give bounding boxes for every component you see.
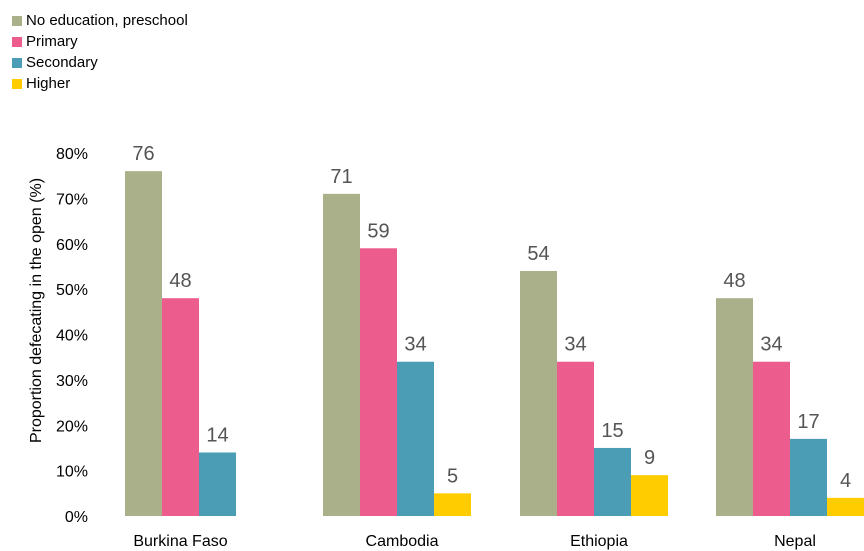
- legend-swatch-higher: [12, 78, 22, 89]
- y-tick-label: 30%: [56, 373, 88, 390]
- legend-label-higher: Higher: [26, 75, 71, 92]
- legend-label-primary: Primary: [26, 33, 78, 50]
- y-tick-label: 40%: [56, 328, 88, 345]
- bar-cambodia-no-education-preschool: [323, 193, 360, 516]
- data-label: 71: [330, 166, 352, 188]
- bar-burkina-faso-no-education-preschool: [125, 171, 162, 516]
- data-label: 48: [169, 270, 191, 292]
- y-tick-label: 10%: [56, 464, 88, 481]
- data-label: 34: [404, 334, 426, 356]
- legend: No education, preschool Primary Secondar…: [12, 10, 188, 94]
- y-tick-label: 20%: [56, 418, 88, 435]
- data-label: 14: [206, 424, 228, 446]
- legend-item-higher: Higher: [12, 73, 188, 94]
- legend-swatch-no-education: [12, 15, 22, 26]
- legend-item-secondary: Secondary: [12, 52, 188, 73]
- bar-nepal-higher: [827, 497, 864, 516]
- data-label: 76: [132, 143, 154, 165]
- legend-label-secondary: Secondary: [26, 54, 98, 71]
- bar-cambodia-primary: [360, 248, 397, 516]
- bar-ethiopia-primary: [557, 361, 594, 516]
- bar-ethiopia-no-education-preschool: [520, 270, 557, 516]
- legend-item-primary: Primary: [12, 31, 188, 52]
- data-label: 54: [527, 243, 549, 265]
- bar-ethiopia-secondary: [594, 447, 631, 516]
- bar-nepal-primary: [753, 361, 790, 516]
- bar-cambodia-secondary: [397, 361, 434, 516]
- data-label: 9: [644, 447, 655, 469]
- data-label: 48: [723, 270, 745, 292]
- legend-item-no-education: No education, preschool: [12, 10, 188, 31]
- bar-burkina-faso-secondary: [199, 452, 236, 516]
- legend-label-no-education: No education, preschool: [26, 12, 188, 29]
- bar-burkina-faso-primary: [162, 298, 199, 516]
- legend-swatch-secondary: [12, 57, 22, 68]
- data-label: 15: [601, 420, 623, 442]
- data-label: 17: [797, 411, 819, 433]
- bar-ethiopia-higher: [631, 475, 668, 516]
- bar-cambodia-higher: [434, 493, 471, 516]
- x-tick-label: Nepal: [774, 533, 816, 550]
- y-tick-label: 0%: [65, 509, 88, 526]
- y-axis-title: Proportion defecating in the open (%): [28, 178, 45, 443]
- data-label: 34: [760, 334, 782, 356]
- data-label: 34: [564, 334, 586, 356]
- data-label: 4: [840, 470, 851, 492]
- bar-nepal-no-education-preschool: [716, 298, 753, 516]
- x-tick-label: Cambodia: [366, 533, 439, 550]
- bar-nepal-secondary: [790, 438, 827, 516]
- data-label: 5: [447, 465, 458, 487]
- legend-swatch-primary: [12, 36, 22, 47]
- y-tick-label: 50%: [56, 282, 88, 299]
- x-tick-label: Ethiopia: [570, 533, 628, 550]
- y-tick-label: 60%: [56, 237, 88, 254]
- y-tick-label: 80%: [56, 146, 88, 163]
- x-tick-label: Burkina Faso: [133, 533, 227, 550]
- data-label: 59: [367, 220, 389, 242]
- y-tick-label: 70%: [56, 191, 88, 208]
